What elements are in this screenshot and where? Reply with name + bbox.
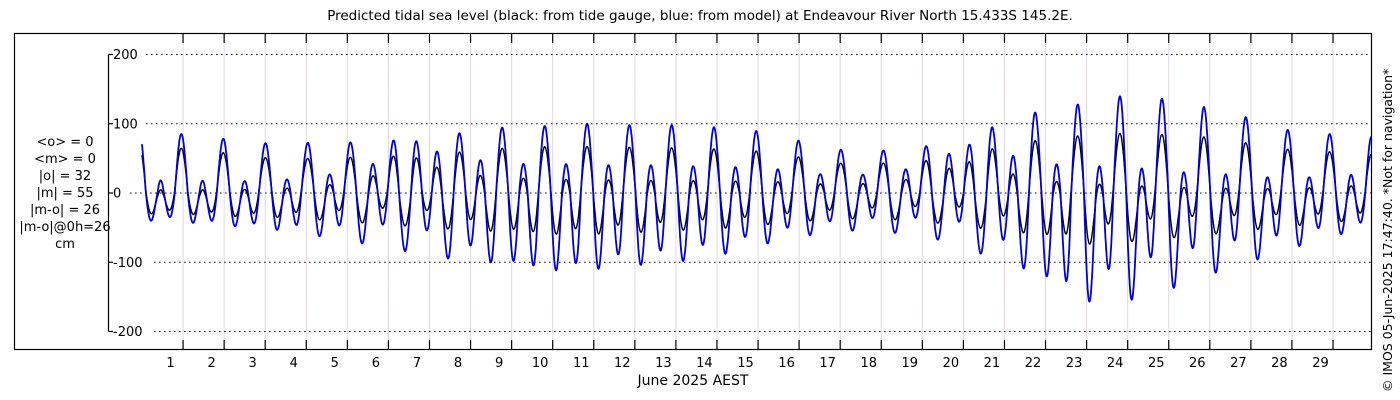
x-tick-label: 20 (943, 356, 960, 371)
stat-line-mean-o: <o> = 0 (36, 135, 94, 150)
x-tick-label: 1 (166, 356, 174, 371)
copyright-watermark: © IMOS 05-Jun-2025 17:47:40. *Not for na… (1380, 68, 1395, 392)
plot-border (13, 32, 1373, 351)
x-tick-label: 19 (902, 356, 919, 371)
x-tick-label: 9 (495, 356, 503, 371)
x-tick-label: 16 (778, 356, 795, 371)
x-tick-label: 18 (860, 356, 877, 371)
x-tick-label: 5 (331, 356, 339, 371)
x-tick-label: 3 (249, 356, 257, 371)
x-tick-label: 17 (819, 356, 836, 371)
stat-line-abs-o: |o| = 32 (38, 169, 92, 184)
x-tick-label: 11 (573, 356, 590, 371)
stat-line-abs-mo: |m-o| = 26 (29, 203, 100, 218)
stat-line-mean-m: <m> = 0 (34, 152, 96, 167)
x-tick-label: 10 (532, 356, 549, 371)
model-series-line (141, 95, 1372, 303)
x-tick-label: 22 (1025, 356, 1042, 371)
y-tick-label: 0 (113, 187, 121, 202)
stat-line-units: cm (55, 237, 75, 252)
x-tick-label: 21 (984, 356, 1001, 371)
chart-title: Predicted tidal sea level (black: from t… (327, 8, 1073, 24)
x-tick-label: 27 (1230, 356, 1247, 371)
x-tick-label: 4 (290, 356, 298, 371)
x-tick-label: 29 (1312, 356, 1329, 371)
x-tick-label: 25 (1148, 356, 1165, 371)
x-tick-label: 28 (1271, 356, 1288, 371)
y-tick-label: 100 (113, 117, 138, 132)
x-tick-label: 14 (696, 356, 713, 371)
x-tick-label: 2 (207, 356, 215, 371)
x-tick-label: 7 (413, 356, 421, 371)
x-tick-label: 15 (737, 356, 754, 371)
x-tick-label: 13 (655, 356, 672, 371)
y-tick-label: 200 (113, 48, 138, 63)
x-axis-title: June 2025 AEST (637, 373, 749, 389)
stats-block: <o> = 0 <m> = 0 |o| = 32 |m| = 55 |m-o| … (15, 134, 115, 253)
y-tick-label: -100 (113, 256, 143, 271)
x-tick-label: 24 (1107, 356, 1124, 371)
stat-line-abs-m: |m| = 55 (36, 186, 94, 201)
stat-line-mo-at-0h: |m-o|@0h=26 (19, 220, 111, 235)
x-tick-label: 26 (1189, 356, 1206, 371)
x-tick-label: 23 (1066, 356, 1083, 371)
x-tick-label: 6 (372, 356, 380, 371)
x-tick-label: 12 (614, 356, 631, 371)
y-tick-label: -200 (113, 325, 143, 340)
x-tick-label: 8 (454, 356, 462, 371)
